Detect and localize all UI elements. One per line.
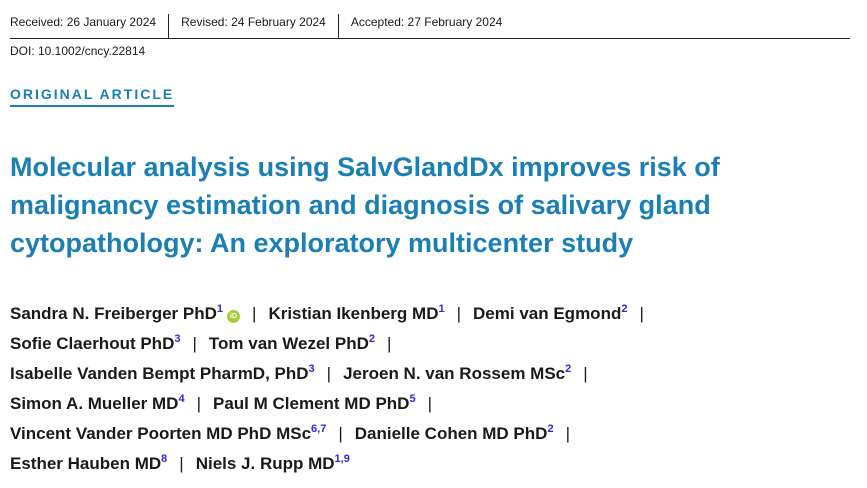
received-date: Received: 26 January 2024 (10, 15, 157, 29)
author-separator: | (196, 394, 201, 413)
affiliation-number[interactable]: 3 (174, 333, 181, 345)
author-line: Simon A. Mueller MD4 | Paul M Clement MD P… (10, 389, 860, 419)
article-type: ORIGINAL ARTICLE (10, 86, 175, 107)
affiliation-number[interactable]: 2 (621, 303, 628, 315)
author-name: Paul M Clement MD PhD (213, 394, 410, 413)
author-name: Niels J. Rupp MD (195, 454, 335, 473)
author[interactable]: Tom van Wezel PhD2 (208, 333, 375, 354)
author-line: Isabelle Vanden Bempt PharmD, PhD3 | Jeroe… (10, 359, 860, 389)
affiliation-number[interactable]: 4 (178, 393, 185, 405)
author-name: Jeroen N. van Rossem MSc (343, 364, 566, 383)
author-name: Tom van Wezel PhD (208, 334, 369, 353)
accepted-date: Accepted: 27 February 2024 (337, 14, 514, 38)
author[interactable]: Jeroen N. van Rossem MSc2 (343, 363, 572, 384)
affiliation-number[interactable]: 2 (547, 423, 554, 435)
author-name: Demi van Egmond (473, 304, 622, 323)
author-separator: | (192, 334, 197, 353)
author-name: Isabelle Vanden Bempt PharmD, PhD (10, 364, 309, 383)
affiliation-number[interactable]: 2 (368, 333, 375, 345)
affiliation-number[interactable]: 1 (216, 303, 224, 315)
publication-dates: Received: 26 January 2024 Revised: 24 Fe… (10, 14, 850, 39)
author-separator: | (565, 424, 570, 443)
author-separator: | (326, 364, 332, 383)
author-name: Danielle Cohen MD PhD (354, 424, 548, 443)
author[interactable]: Niels J. Rupp MD1,9 (195, 453, 350, 474)
author-name: Esther Hauben MD (10, 454, 162, 473)
author-separator: | (179, 454, 184, 473)
author-line: Esther Hauben MD8 | Niels J. Rupp MD1,9 (10, 449, 860, 479)
doi[interactable]: DOI: 10.1002/cncy.22814 (10, 44, 146, 58)
author[interactable]: Vincent Vander Poorten MD PhD MSc6,7 (10, 423, 327, 444)
author-line: Vincent Vander Poorten MD PhD MSc6,7 | Dan… (10, 419, 860, 449)
author-separator: | (639, 304, 644, 323)
author[interactable]: Kristian Ikenberg MD1 (268, 303, 445, 324)
affiliation-number[interactable]: 3 (308, 363, 315, 375)
author[interactable]: Paul M Clement MD PhD5 (213, 393, 416, 414)
author[interactable]: Esther Hauben MD8 (10, 453, 168, 474)
author-name: Simon A. Mueller MD (10, 394, 179, 413)
author[interactable]: Danielle Cohen MD PhD2 (354, 423, 554, 444)
author-separator: | (387, 334, 392, 353)
revised-date: Revised: 24 February 2024 (168, 14, 338, 38)
article-title: Molecular analysis using SalvGlandDx imp… (10, 152, 720, 258)
author-separator: | (583, 364, 588, 383)
author-separator: | (338, 424, 343, 443)
author-separator: | (252, 304, 257, 323)
author-line: Sandra N. Freiberger PhD1iD | Kristian Ike… (10, 299, 860, 329)
author[interactable]: Simon A. Mueller MD4 (10, 393, 185, 414)
affiliation-number[interactable]: 1 (438, 303, 445, 315)
affiliation-number[interactable]: 6,7 (311, 423, 327, 435)
affiliation-number[interactable]: 8 (161, 453, 168, 465)
author-name: Vincent Vander Poorten MD PhD MSc (10, 424, 312, 443)
author[interactable]: Demi van Egmond2 (473, 303, 628, 324)
author-name: Sandra N. Freiberger PhD (10, 304, 217, 323)
author-name: Kristian Ikenberg MD (268, 304, 439, 323)
orcid-icon[interactable]: iD (227, 310, 241, 323)
author-list: Sandra N. Freiberger PhD1iD | Kristian Ike… (10, 299, 860, 479)
author[interactable]: Sandra N. Freiberger PhD1iD (10, 303, 241, 323)
affiliation-number[interactable]: 2 (565, 363, 572, 375)
author[interactable]: Sofie Claerhout PhD3 (10, 333, 181, 354)
author-line: Sofie Claerhout PhD3 | Tom van Wezel PhD2 | (10, 329, 860, 359)
affiliation-number[interactable]: 1,9 (334, 453, 350, 465)
author-separator: | (427, 394, 433, 413)
affiliation-number[interactable]: 5 (409, 393, 416, 405)
author[interactable]: Isabelle Vanden Bempt PharmD, PhD3 (10, 363, 315, 384)
author-separator: | (456, 304, 462, 323)
author-name: Sofie Claerhout PhD (10, 334, 175, 353)
